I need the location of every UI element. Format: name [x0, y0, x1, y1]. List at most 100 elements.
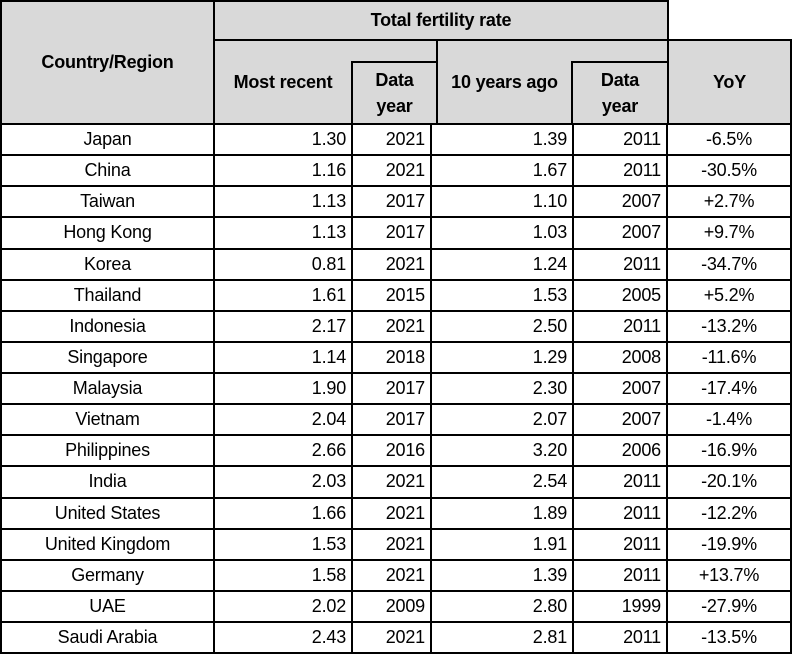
table-row: India 2.03 2021 2.54 2011 -20.1%: [0, 467, 792, 499]
yoy-cell: +13.7%: [698, 564, 760, 585]
yoy-cell: -13.2%: [701, 315, 757, 336]
tfr-most-recent-cell: 2.02: [215, 591, 353, 621]
tfr-most-recent-cell: 2.04: [215, 405, 353, 435]
table-row: Germany 1.58 2021 1.39 2011 +13.7%: [0, 560, 792, 592]
tfr-10-years-ago-cell: 2.30: [432, 374, 574, 404]
tfr-10-years-ago-cell: 1.39: [432, 125, 574, 155]
data-year-recent-cell: 2021: [353, 529, 432, 559]
tfr-10-years-ago-cell: 1.24: [432, 249, 574, 279]
data-year-recent-cell: 2021: [353, 125, 432, 155]
data-year-10y-cell: 2006: [574, 436, 668, 466]
data-year-recent-cell: 2021: [353, 467, 432, 497]
data-year-header-recent: Data year: [351, 61, 436, 125]
table-row: Korea 0.81 2021 1.24 2011 -34.7%: [0, 249, 792, 281]
tfr-most-recent-cell: 1.53: [215, 529, 353, 559]
tfr-most-recent-cell: 1.13: [215, 218, 353, 248]
yoy-cell: -30.5%: [701, 160, 757, 181]
tfr-most-recent-cell: 1.66: [215, 498, 353, 528]
country-cell: Thailand: [2, 280, 215, 310]
yoy-cell: -17.4%: [701, 378, 757, 399]
table-row: Thailand 1.61 2015 1.53 2005 +5.2%: [0, 280, 792, 312]
tfr-most-recent-cell: 1.90: [215, 374, 353, 404]
tfr-10-years-ago-cell: 2.81: [432, 623, 574, 653]
tfr-10-years-ago-cell: 1.39: [432, 560, 574, 590]
table-row: Taiwan 1.13 2017 1.10 2007 +2.7%: [0, 187, 792, 219]
data-year-10y-cell: 2007: [574, 187, 668, 217]
tfr-10-years-ago-cell: 2.50: [432, 311, 574, 341]
country-cell: Japan: [2, 125, 215, 155]
tfr-most-recent-cell: 2.03: [215, 467, 353, 497]
country-cell: India: [2, 467, 215, 497]
country-cell: Saudi Arabia: [2, 623, 215, 653]
country-cell: United States: [2, 498, 215, 528]
tfr-most-recent-cell: 2.66: [215, 436, 353, 466]
country-cell: Germany: [2, 560, 215, 590]
tfr-most-recent-cell: 0.81: [215, 249, 353, 279]
data-year-10y-cell: 2011: [574, 529, 668, 559]
data-year-10y-cell: 2011: [574, 125, 668, 155]
table-row: United States 1.66 2021 1.89 2011 -12.2%: [0, 498, 792, 530]
country-cell: Singapore: [2, 342, 215, 372]
yoy-cell: -11.6%: [701, 346, 757, 367]
data-year-10y-cell: 2011: [574, 467, 668, 497]
data-year-10y-cell: 2011: [574, 623, 668, 653]
tfr-10-years-ago-cell: 1.29: [432, 342, 574, 372]
data-year-header-10y: Data year: [571, 61, 667, 125]
tfr-10-years-ago-cell: 1.10: [432, 187, 574, 217]
tfr-10-years-ago-cell: 1.91: [432, 529, 574, 559]
data-year-recent-cell: 2021: [353, 560, 432, 590]
country-region-header: Country/Region: [0, 0, 215, 125]
data-year-10y-cell: 2011: [574, 156, 668, 186]
yoy-header: YoY: [667, 39, 792, 125]
country-cell: United Kingdom: [2, 529, 215, 559]
country-cell: Philippines: [2, 436, 215, 466]
country-cell: Korea: [2, 249, 215, 279]
tfr-most-recent-cell: 1.61: [215, 280, 353, 310]
data-year-recent-cell: 2016: [353, 436, 432, 466]
country-cell: Vietnam: [2, 405, 215, 435]
data-year-recent-cell: 2015: [353, 280, 432, 310]
data-year-recent-cell: 2009: [353, 591, 432, 621]
table-body: Japan 1.30 2021 1.39 2011 -6.5% China 1.16 2021 1…: [0, 125, 792, 654]
data-year-recent-cell: 2021: [353, 156, 432, 186]
yoy-cell: -12.2%: [701, 502, 757, 523]
yoy-cell: -16.9%: [701, 440, 757, 461]
country-cell: UAE: [2, 591, 215, 621]
data-year-recent-cell: 2021: [353, 498, 432, 528]
table-row: Indonesia 2.17 2021 2.50 2011 -13.2%: [0, 311, 792, 343]
tfr-10-years-ago-cell: 1.67: [432, 156, 574, 186]
yoy-cell: -27.9%: [701, 595, 757, 616]
data-year-10y-cell: 2007: [574, 374, 668, 404]
tfr-most-recent-cell: 1.14: [215, 342, 353, 372]
data-year-10y-cell: 1999: [574, 591, 668, 621]
table-row: Philippines 2.66 2016 3.20 2006 -16.9%: [0, 436, 792, 468]
tfr-10-years-ago-cell: 1.89: [432, 498, 574, 528]
data-year-10y-cell: 2005: [574, 280, 668, 310]
yoy-cell: +5.2%: [703, 284, 755, 305]
data-year-recent-cell: 2017: [353, 218, 432, 248]
country-cell: Hong Kong: [2, 218, 215, 248]
tfr-10-years-ago-cell: 2.80: [432, 591, 574, 621]
table-row: Malaysia 1.90 2017 2.30 2007 -17.4%: [0, 374, 792, 406]
yoy-cell: -34.7%: [701, 253, 757, 274]
data-year-10y-cell: 2011: [574, 311, 668, 341]
data-year-10y-cell: 2007: [574, 218, 668, 248]
data-year-recent-cell: 2021: [353, 311, 432, 341]
data-year-recent-cell: 2021: [353, 249, 432, 279]
tfr-10-years-ago-cell: 1.03: [432, 218, 574, 248]
table-row: Singapore 1.14 2018 1.29 2008 -11.6%: [0, 342, 792, 374]
data-year-10y-cell: 2008: [574, 342, 668, 372]
tfr-most-recent-cell: 1.58: [215, 560, 353, 590]
yoy-cell: +9.7%: [703, 222, 755, 243]
table-row: Japan 1.30 2021 1.39 2011 -6.5%: [0, 125, 792, 157]
data-year-10y-cell: 2011: [574, 560, 668, 590]
data-year-recent-cell: 2018: [353, 342, 432, 372]
yoy-cell: -20.1%: [701, 471, 757, 492]
country-cell: Malaysia: [2, 374, 215, 404]
data-year-recent-cell: 2017: [353, 405, 432, 435]
tfr-most-recent-cell: 1.13: [215, 187, 353, 217]
yoy-cell: -6.5%: [705, 129, 753, 150]
tfr-most-recent-cell: 1.16: [215, 156, 353, 186]
tfr-10-years-ago-cell: 1.53: [432, 280, 574, 310]
